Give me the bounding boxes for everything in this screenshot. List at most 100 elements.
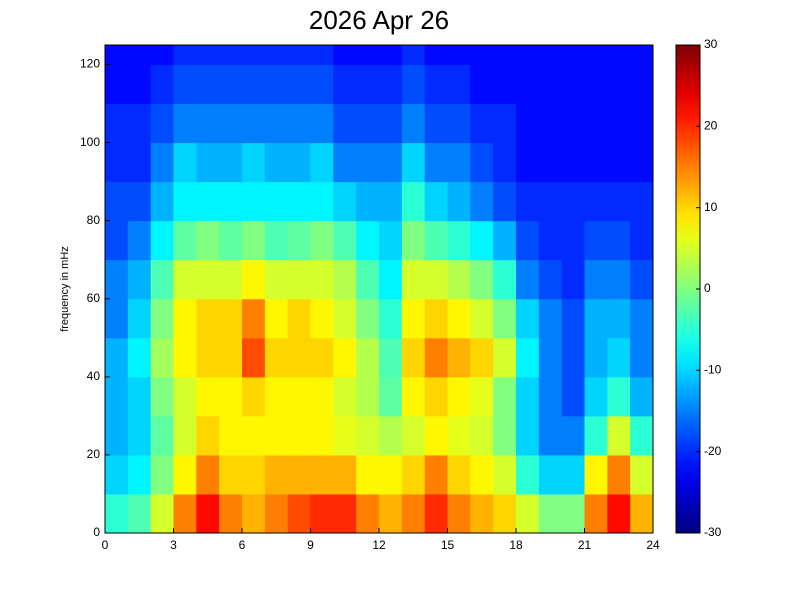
- x-tick-label: 3: [170, 538, 177, 552]
- heatmap-cell: [424, 337, 448, 378]
- heatmap-cell: [333, 376, 357, 417]
- x-tick-label: 18: [509, 538, 523, 552]
- heatmap-cell: [287, 337, 311, 378]
- heatmap-cell: [516, 64, 540, 105]
- heatmap-cell: [196, 415, 220, 456]
- heatmap-cell: [219, 45, 243, 66]
- heatmap-cell: [356, 103, 380, 144]
- heatmap-cell: [105, 103, 129, 144]
- heatmap-cell: [584, 103, 608, 144]
- heatmap-cell: [538, 45, 563, 66]
- heatmap-cell: [516, 103, 540, 144]
- heatmap-cell: [584, 181, 608, 222]
- heatmap-cell: [105, 415, 129, 456]
- heatmap-cell: [424, 493, 448, 534]
- y-tick-label: 100: [80, 135, 100, 149]
- heatmap-cell: [401, 415, 426, 456]
- heatmap-cell: [173, 103, 197, 144]
- heatmap-cell: [287, 103, 311, 144]
- heatmap-cell: [607, 142, 631, 183]
- y-tick-label: 40: [87, 369, 101, 383]
- heatmap-cell: [424, 45, 448, 66]
- heatmap-cell: [219, 337, 243, 378]
- heatmap-cell: [607, 493, 631, 534]
- heatmap-cell: [264, 298, 289, 339]
- heatmap-cell: [379, 103, 403, 144]
- heatmap-cell: [424, 454, 448, 495]
- heatmap-cell: [264, 64, 289, 105]
- heatmap-cell: [356, 64, 380, 105]
- heatmap-cell: [470, 337, 494, 378]
- heatmap-cell: [538, 220, 563, 261]
- heatmap-cell: [447, 220, 471, 261]
- heatmap-cell: [401, 493, 426, 534]
- heatmap-cell: [561, 493, 585, 534]
- x-tick-label: 0: [102, 538, 109, 552]
- heatmap-cell: [561, 142, 585, 183]
- heatmap-cell: [470, 142, 494, 183]
- heatmap-cell: [196, 64, 220, 105]
- heatmap-cell: [561, 298, 585, 339]
- heatmap-cell: [264, 45, 289, 66]
- heatmap-cell: [561, 259, 585, 300]
- heatmap-cell: [516, 454, 540, 495]
- heatmap-cell: [219, 454, 243, 495]
- heatmap-cell: [287, 454, 311, 495]
- y-axis-label: frequency in mHz: [59, 246, 71, 332]
- heatmap-cell: [356, 298, 380, 339]
- heatmap-cell: [310, 376, 334, 417]
- heatmap-cell: [424, 298, 448, 339]
- heatmap-cell: [264, 337, 289, 378]
- heatmap-cell: [310, 493, 334, 534]
- heatmap-cell: [242, 415, 266, 456]
- heatmap-cell: [105, 220, 129, 261]
- heatmap-cell: [264, 493, 289, 534]
- heatmap-cell: [401, 45, 426, 66]
- heatmap-cell: [447, 181, 471, 222]
- heatmap-cell: [356, 493, 380, 534]
- heatmap-cell: [173, 493, 197, 534]
- heatmap-cell: [173, 454, 197, 495]
- heatmap-cell: [516, 45, 540, 66]
- heatmap-cell: [219, 376, 243, 417]
- heatmap-cell: [493, 493, 517, 534]
- heatmap-cell: [173, 415, 197, 456]
- heatmap-cell: [470, 220, 494, 261]
- heatmap-cell: [127, 103, 152, 144]
- heatmap-cell: [127, 376, 152, 417]
- heatmap-cell: [607, 376, 631, 417]
- heatmap-cell: [447, 142, 471, 183]
- chart-title: 2026 Apr 26: [309, 5, 449, 35]
- heatmap-cell: [379, 64, 403, 105]
- heatmap-cell: [105, 45, 129, 66]
- heatmap-cell: [173, 337, 197, 378]
- colorbar-tick-label: 10: [704, 200, 718, 214]
- heatmap-cell: [196, 298, 220, 339]
- heatmap-cell: [561, 337, 585, 378]
- heatmap-cell: [607, 45, 631, 66]
- heatmap-cell: [173, 259, 197, 300]
- heatmap-cell: [379, 454, 403, 495]
- heatmap-cell: [310, 415, 334, 456]
- heatmap-cell: [310, 220, 334, 261]
- heatmap-cell: [242, 64, 266, 105]
- heatmap-cell: [424, 64, 448, 105]
- heatmap-cell: [561, 181, 585, 222]
- heatmap-cell: [196, 220, 220, 261]
- heatmap-cell: [264, 454, 289, 495]
- heatmap-cell: [287, 64, 311, 105]
- heatmap-cell: [150, 45, 174, 66]
- heatmap-cell: [105, 181, 129, 222]
- heatmap-cell: [173, 181, 197, 222]
- colorbar-tick-label: -30: [704, 525, 722, 539]
- colorbar-tick-label: -20: [704, 444, 722, 458]
- heatmap-cell: [219, 181, 243, 222]
- heatmap-cell: [287, 142, 311, 183]
- heatmap-cell: [196, 454, 220, 495]
- heatmap-cell: [516, 259, 540, 300]
- y-tick-label: 60: [87, 291, 101, 305]
- heatmap-cell: [196, 45, 220, 66]
- heatmap-cell: [607, 415, 631, 456]
- heatmap-cell: [287, 415, 311, 456]
- heatmap-cell: [287, 220, 311, 261]
